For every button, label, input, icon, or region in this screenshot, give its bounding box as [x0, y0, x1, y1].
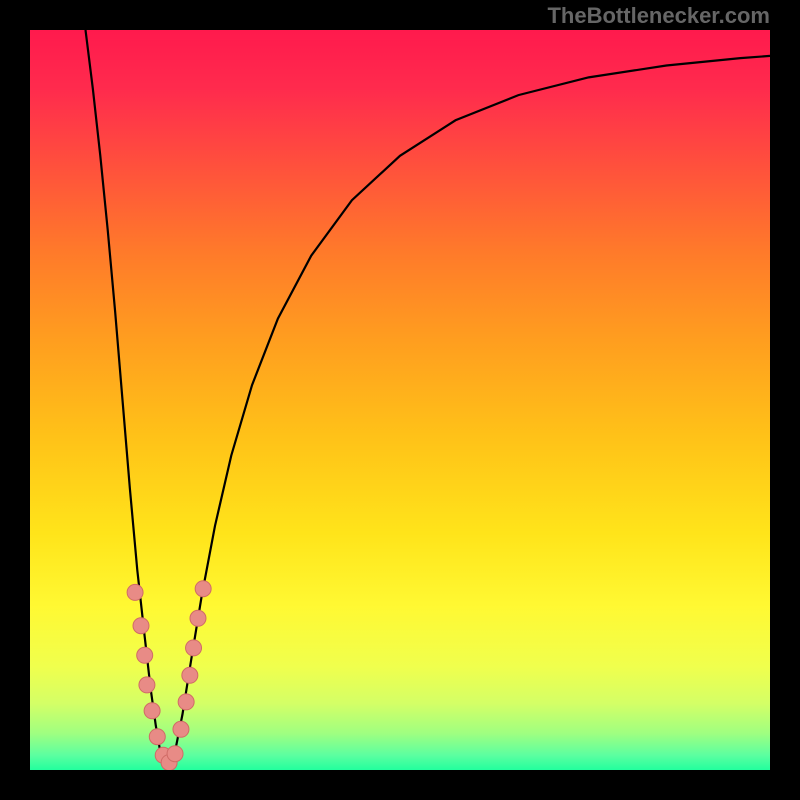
- data-marker: [137, 647, 153, 663]
- data-marker: [139, 677, 155, 693]
- data-marker: [195, 581, 211, 597]
- data-marker: [144, 703, 160, 719]
- data-marker: [173, 721, 189, 737]
- curve-layer: [30, 30, 770, 770]
- data-marker: [149, 729, 165, 745]
- bottleneck-curve: [86, 30, 771, 770]
- data-marker: [186, 640, 202, 656]
- watermark-text: TheBottlenecker.com: [547, 3, 770, 29]
- data-marker: [182, 667, 198, 683]
- data-marker: [167, 746, 183, 762]
- data-marker: [178, 694, 194, 710]
- chart-frame: TheBottlenecker.com: [0, 0, 800, 800]
- data-marker: [190, 610, 206, 626]
- data-marker: [127, 584, 143, 600]
- plot-area: [30, 30, 770, 770]
- data-marker: [133, 618, 149, 634]
